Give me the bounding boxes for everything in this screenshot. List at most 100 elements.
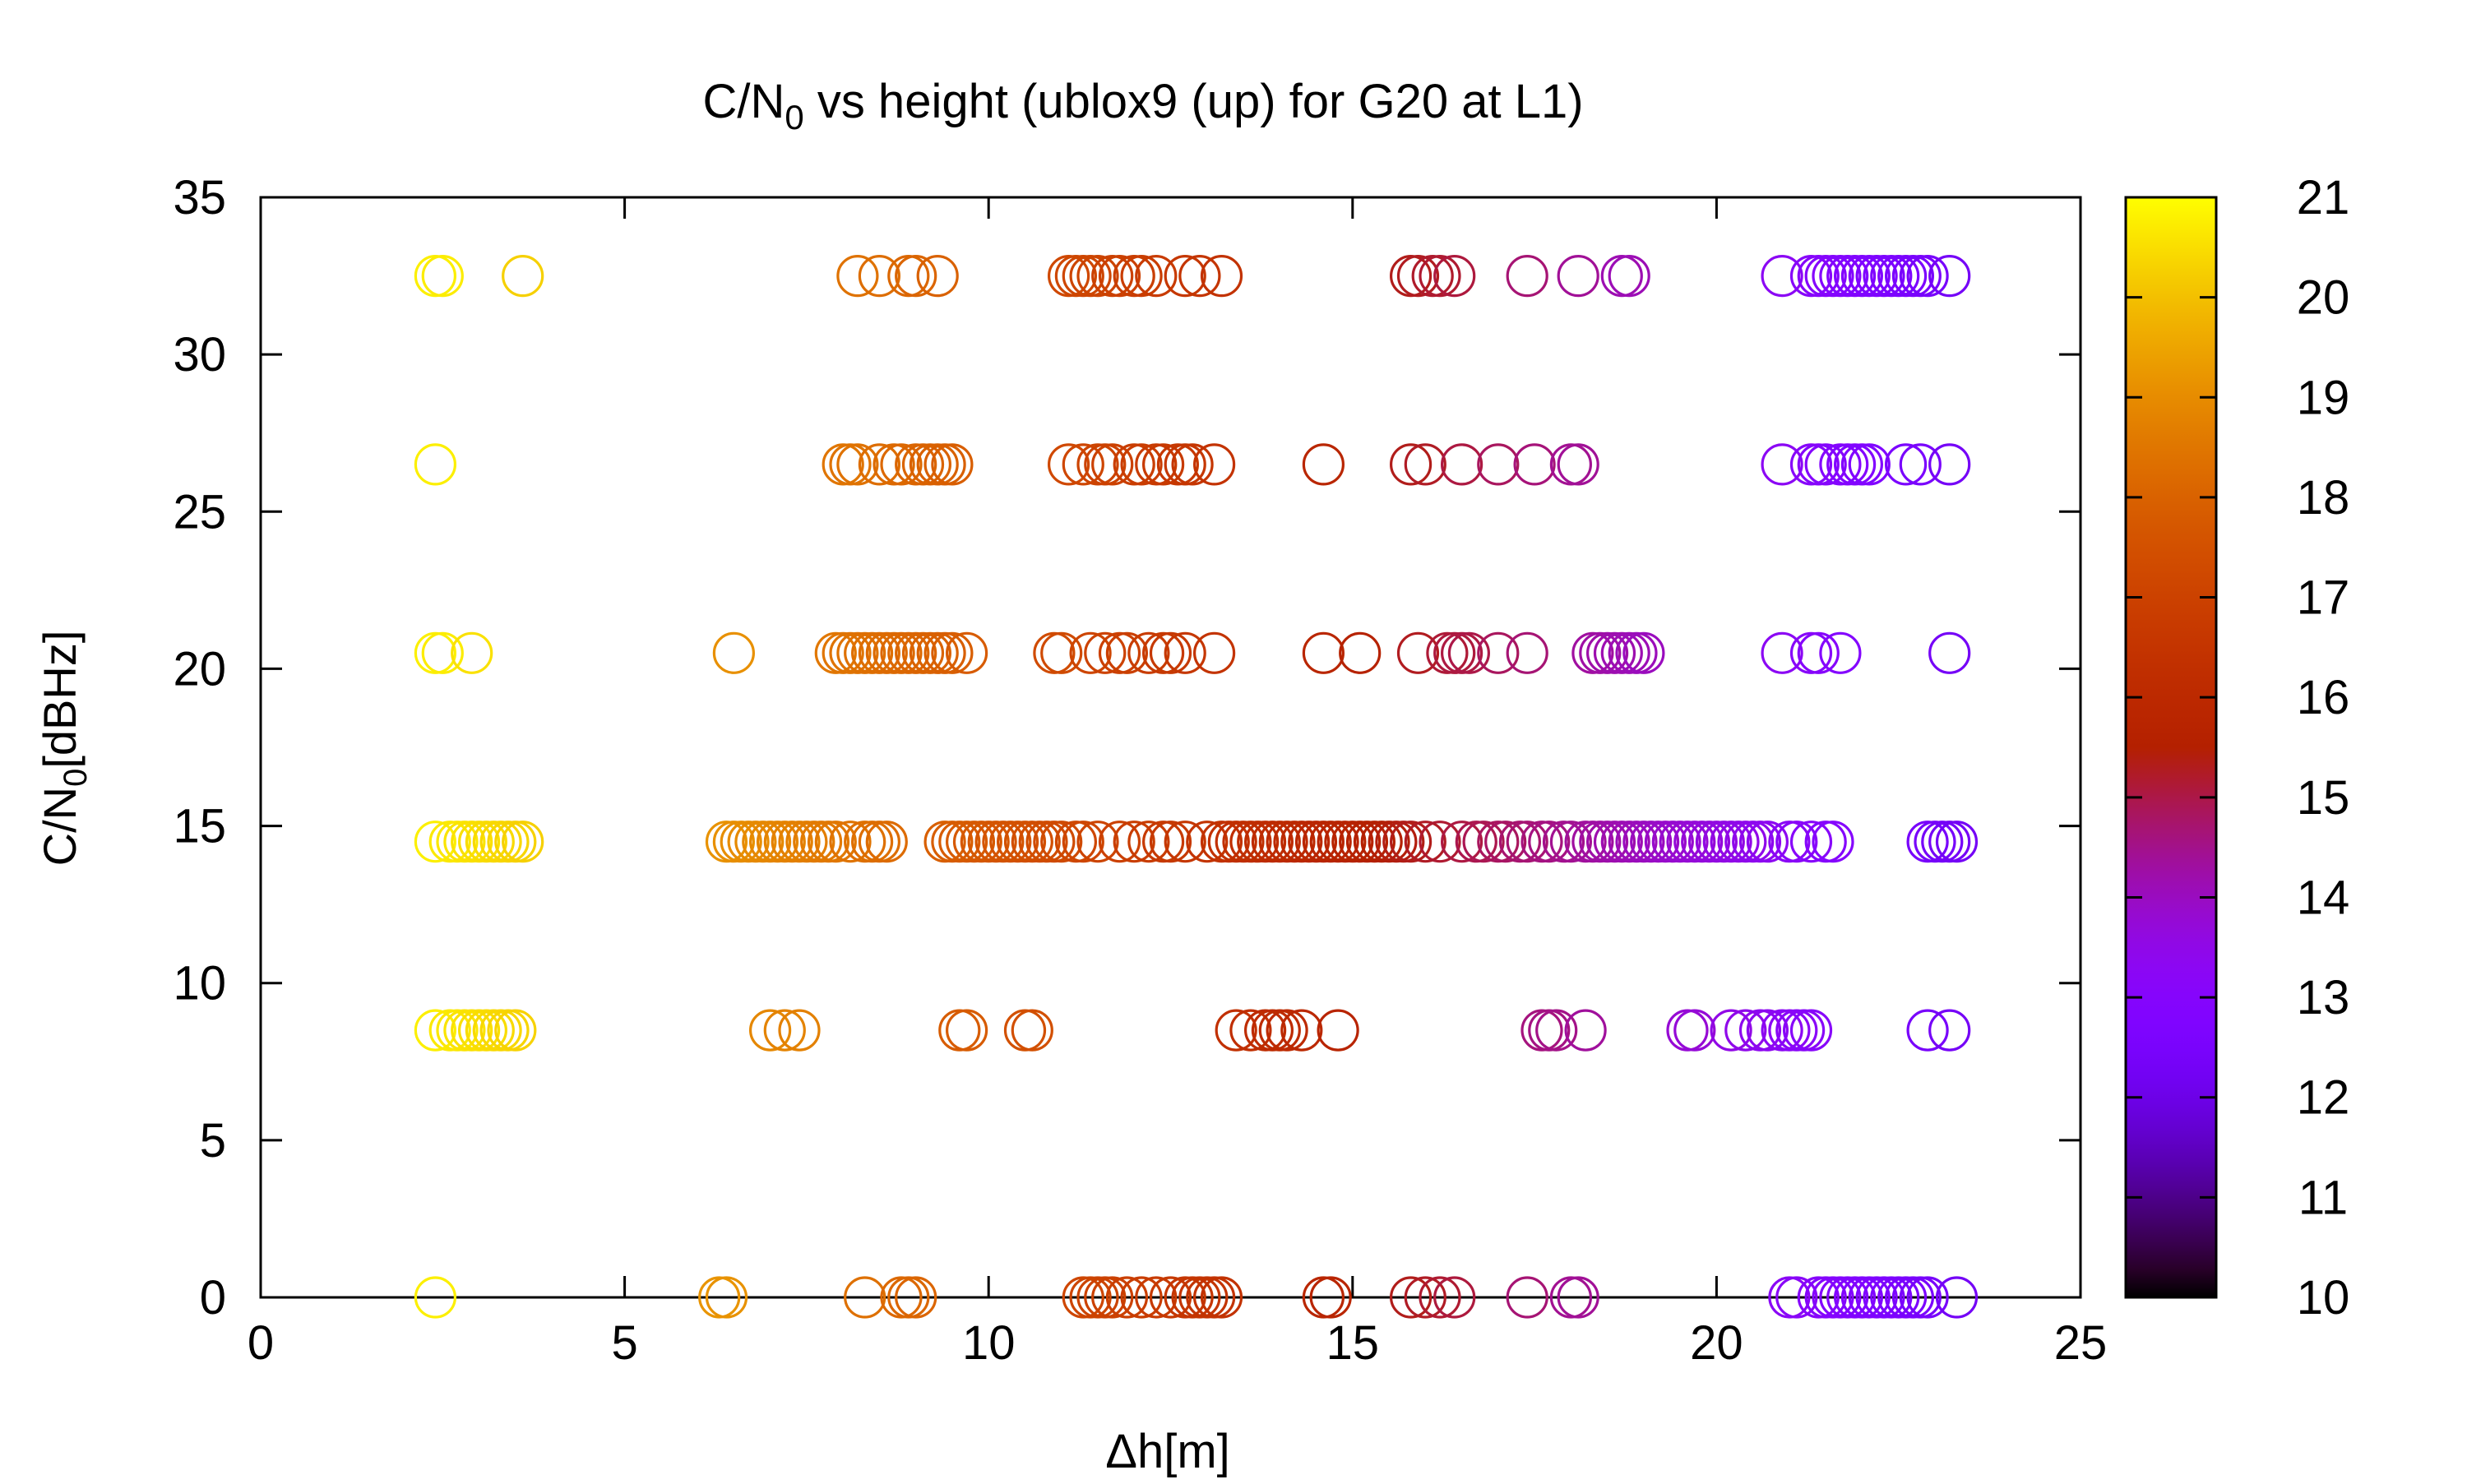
data-point — [1724, 1009, 1767, 1052]
data-point — [1127, 631, 1170, 674]
y-axis-label-rest: [dBHz] — [34, 631, 86, 769]
data-point — [1192, 443, 1236, 486]
data-point — [1120, 1276, 1163, 1319]
data-point — [1477, 631, 1520, 674]
data-point — [1098, 821, 1141, 863]
data-point — [1389, 821, 1433, 863]
chart-title-rest: vs height (ublox9 (up) for G20 at L1) — [804, 75, 1584, 128]
data-point — [1484, 821, 1527, 863]
data-point — [1171, 443, 1214, 486]
data-point — [421, 631, 464, 674]
data-point — [1149, 821, 1192, 863]
data-point — [1229, 1009, 1272, 1052]
data-point — [1848, 443, 1891, 486]
data-point — [1600, 255, 1643, 298]
data-point — [1622, 631, 1665, 674]
x-tick-label: 20 — [1690, 1316, 1743, 1370]
data-point — [763, 1009, 806, 1052]
data-point — [414, 443, 457, 486]
data-point — [502, 821, 544, 863]
data-point — [1141, 443, 1185, 486]
data-point — [1076, 255, 1119, 298]
colorbar-tick-label: 11 — [2298, 1171, 2348, 1224]
data-point — [1761, 443, 1803, 486]
colorbar-tick-label: 20 — [2297, 271, 2350, 325]
data-point — [1419, 1276, 1461, 1319]
data-point — [1062, 443, 1104, 486]
data-point — [858, 443, 901, 486]
data-point — [1666, 1009, 1709, 1052]
data-point — [712, 631, 756, 674]
data-point — [1149, 1276, 1192, 1319]
data-point — [1906, 1009, 1949, 1052]
data-point — [1804, 443, 1847, 486]
data-point — [1302, 443, 1345, 486]
data-point — [1433, 1276, 1476, 1319]
data-points — [414, 255, 1979, 1319]
data-point — [1396, 255, 1440, 298]
data-point — [1462, 821, 1505, 863]
data-point — [1062, 821, 1104, 863]
data-point — [1928, 443, 1971, 486]
data-point — [1098, 255, 1141, 298]
data-point — [1899, 443, 1942, 486]
data-point — [705, 1276, 748, 1319]
data-point — [1789, 1009, 1833, 1052]
data-point — [1673, 1009, 1716, 1052]
data-point — [1091, 443, 1134, 486]
data-point — [1404, 443, 1446, 486]
data-point — [1928, 631, 1971, 674]
data-point — [748, 1009, 792, 1052]
data-point — [1528, 821, 1571, 863]
colorbar-tick-label: 17 — [2297, 571, 2350, 625]
data-point — [829, 821, 872, 863]
data-point — [1564, 1009, 1607, 1052]
y-tick-label: 35 — [173, 171, 226, 224]
y-axis-label: C/N0[dBHz] — [34, 631, 94, 867]
data-point — [1419, 255, 1461, 298]
colorbar-tick-label: 18 — [2297, 471, 2350, 525]
data-point — [1339, 631, 1382, 674]
data-point — [1200, 1276, 1243, 1319]
data-point — [1127, 821, 1170, 863]
data-point — [494, 1009, 537, 1052]
y-tick-label: 30 — [173, 328, 226, 381]
data-point — [1404, 821, 1446, 863]
data-point — [1280, 1009, 1323, 1052]
colorbar-tick-label: 15 — [2297, 771, 2350, 825]
y-tick-label: 10 — [173, 957, 226, 1010]
colorbar-tick-label: 16 — [2297, 671, 2350, 724]
data-point — [1419, 821, 1461, 863]
data-point — [414, 631, 457, 674]
data-point — [858, 255, 901, 298]
x-axis-label: Δh[m] — [1105, 1425, 1230, 1478]
data-point — [778, 1009, 821, 1052]
x-tick-label: 5 — [611, 1316, 637, 1370]
data-point — [1447, 631, 1491, 674]
data-point — [1011, 1009, 1053, 1052]
data-point — [1105, 1276, 1149, 1319]
y-tick-label: 5 — [200, 1114, 226, 1167]
data-point — [1105, 631, 1149, 674]
colorbar — [2124, 196, 2218, 1299]
data-point — [1746, 1009, 1789, 1052]
y-tick-label: 15 — [173, 800, 226, 853]
data-point — [1513, 443, 1556, 486]
data-point — [1433, 255, 1476, 298]
data-point — [1928, 255, 1971, 298]
data-point — [1317, 1009, 1359, 1052]
data-point — [895, 1276, 937, 1319]
data-point — [1557, 1276, 1599, 1319]
data-point — [814, 821, 857, 863]
data-point — [1396, 631, 1440, 674]
y-tick-label: 20 — [173, 642, 226, 696]
data-point — [1819, 631, 1862, 674]
data-point — [1091, 1276, 1134, 1319]
axis-ticks: 0 5 10 15 20 25 0 5 10 15 20 25 30 35 — [173, 171, 2107, 1370]
data-point — [931, 631, 974, 674]
data-point — [1812, 821, 1854, 863]
data-point — [414, 1276, 457, 1319]
x-tick-label: 0 — [248, 1316, 274, 1370]
data-point — [836, 255, 879, 298]
